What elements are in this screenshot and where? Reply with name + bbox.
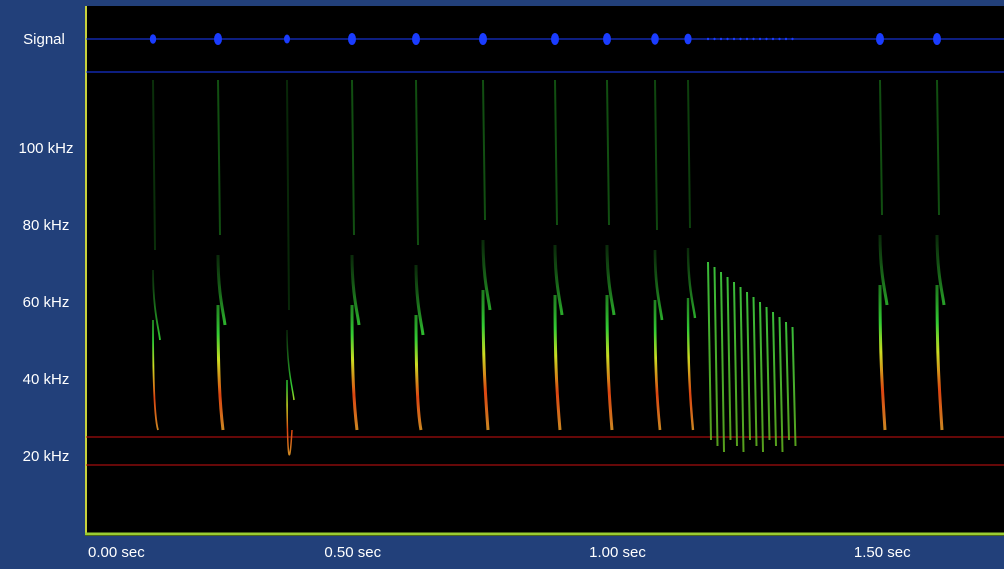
call-trace [152, 269, 161, 431]
call-harmonic [415, 79, 419, 246]
call-harmonic [554, 79, 558, 226]
call-harmonic [482, 79, 486, 221]
signal-pulse [732, 37, 736, 41]
signal-pulse [551, 33, 559, 45]
sweep-trace [791, 326, 797, 447]
signal-pulse [149, 34, 157, 44]
sweep-trace [752, 296, 758, 447]
call-harmonic [879, 79, 883, 216]
call-trace [553, 244, 564, 431]
x-tick-label: 1.50 sec [854, 544, 911, 561]
x-tick-label: 0.00 sec [88, 544, 145, 561]
call-trace [935, 234, 946, 431]
signal-pulse [752, 37, 755, 41]
y-tick-label: 40 kHz [23, 371, 70, 388]
call-trace [481, 239, 492, 431]
x-tick-label: 1.00 sec [589, 544, 646, 561]
signal-label: Signal [23, 31, 65, 48]
signal-pulse [771, 37, 775, 41]
y-tick-label: 80 kHz [23, 217, 70, 234]
signal-pulse [713, 37, 716, 41]
call-harmonic [606, 79, 610, 226]
call-trace [286, 329, 295, 456]
call-harmonic [286, 79, 290, 311]
signal-pulse [719, 37, 723, 41]
sweep-trace [772, 311, 777, 447]
signal-pulse [778, 37, 781, 41]
sweep-trace [713, 266, 719, 447]
sweep-trace [720, 271, 725, 453]
sweep-trace [785, 321, 790, 441]
signal-pulse [726, 37, 729, 41]
signal-pulse [739, 37, 742, 41]
sweep-trace [739, 286, 745, 453]
signal-pulse [479, 33, 487, 45]
signal-pulse [348, 33, 356, 45]
call-harmonic [687, 79, 691, 229]
signal-pulse [284, 34, 290, 44]
call-trace [605, 244, 616, 431]
calls [149, 33, 946, 456]
y-tick-label: 20 kHz [23, 448, 70, 465]
signal-pulse [784, 37, 788, 41]
y-tick-label: 100 kHz [18, 140, 73, 157]
plot-area [85, 6, 1004, 536]
call-harmonic [936, 79, 940, 216]
signal-pulse [603, 33, 611, 45]
call-trace [653, 249, 664, 431]
call-trace [216, 254, 227, 431]
call-harmonic [217, 79, 221, 236]
sweep-trace [759, 301, 764, 453]
signal-pulse [651, 33, 659, 45]
call-trace [686, 247, 697, 431]
x-tick-label: 0.50 sec [324, 544, 381, 561]
sweep-trace [778, 316, 784, 453]
signal-pulse [765, 37, 768, 41]
sweep-trace [726, 276, 732, 441]
call-harmonic [654, 79, 658, 231]
sweep-trace [765, 306, 771, 441]
call-trace [350, 254, 361, 431]
sweep-trace [707, 261, 712, 441]
signal-pulse [876, 33, 884, 45]
call-trace [878, 234, 889, 431]
call-harmonic [351, 79, 355, 236]
signal-pulse [684, 33, 692, 45]
signal-pulse [412, 33, 420, 45]
signal-pulse [933, 33, 941, 45]
sweep-trace [746, 291, 751, 441]
signal-pulse [745, 37, 749, 41]
sweep-trace [733, 281, 738, 447]
signal-pulse [791, 37, 794, 41]
call-harmonic [152, 79, 156, 251]
signal-pulse [758, 37, 762, 41]
signal-pulse [706, 37, 710, 41]
call-trace [414, 264, 425, 431]
signal-pulse [214, 33, 222, 45]
y-tick-label: 60 kHz [23, 294, 70, 311]
